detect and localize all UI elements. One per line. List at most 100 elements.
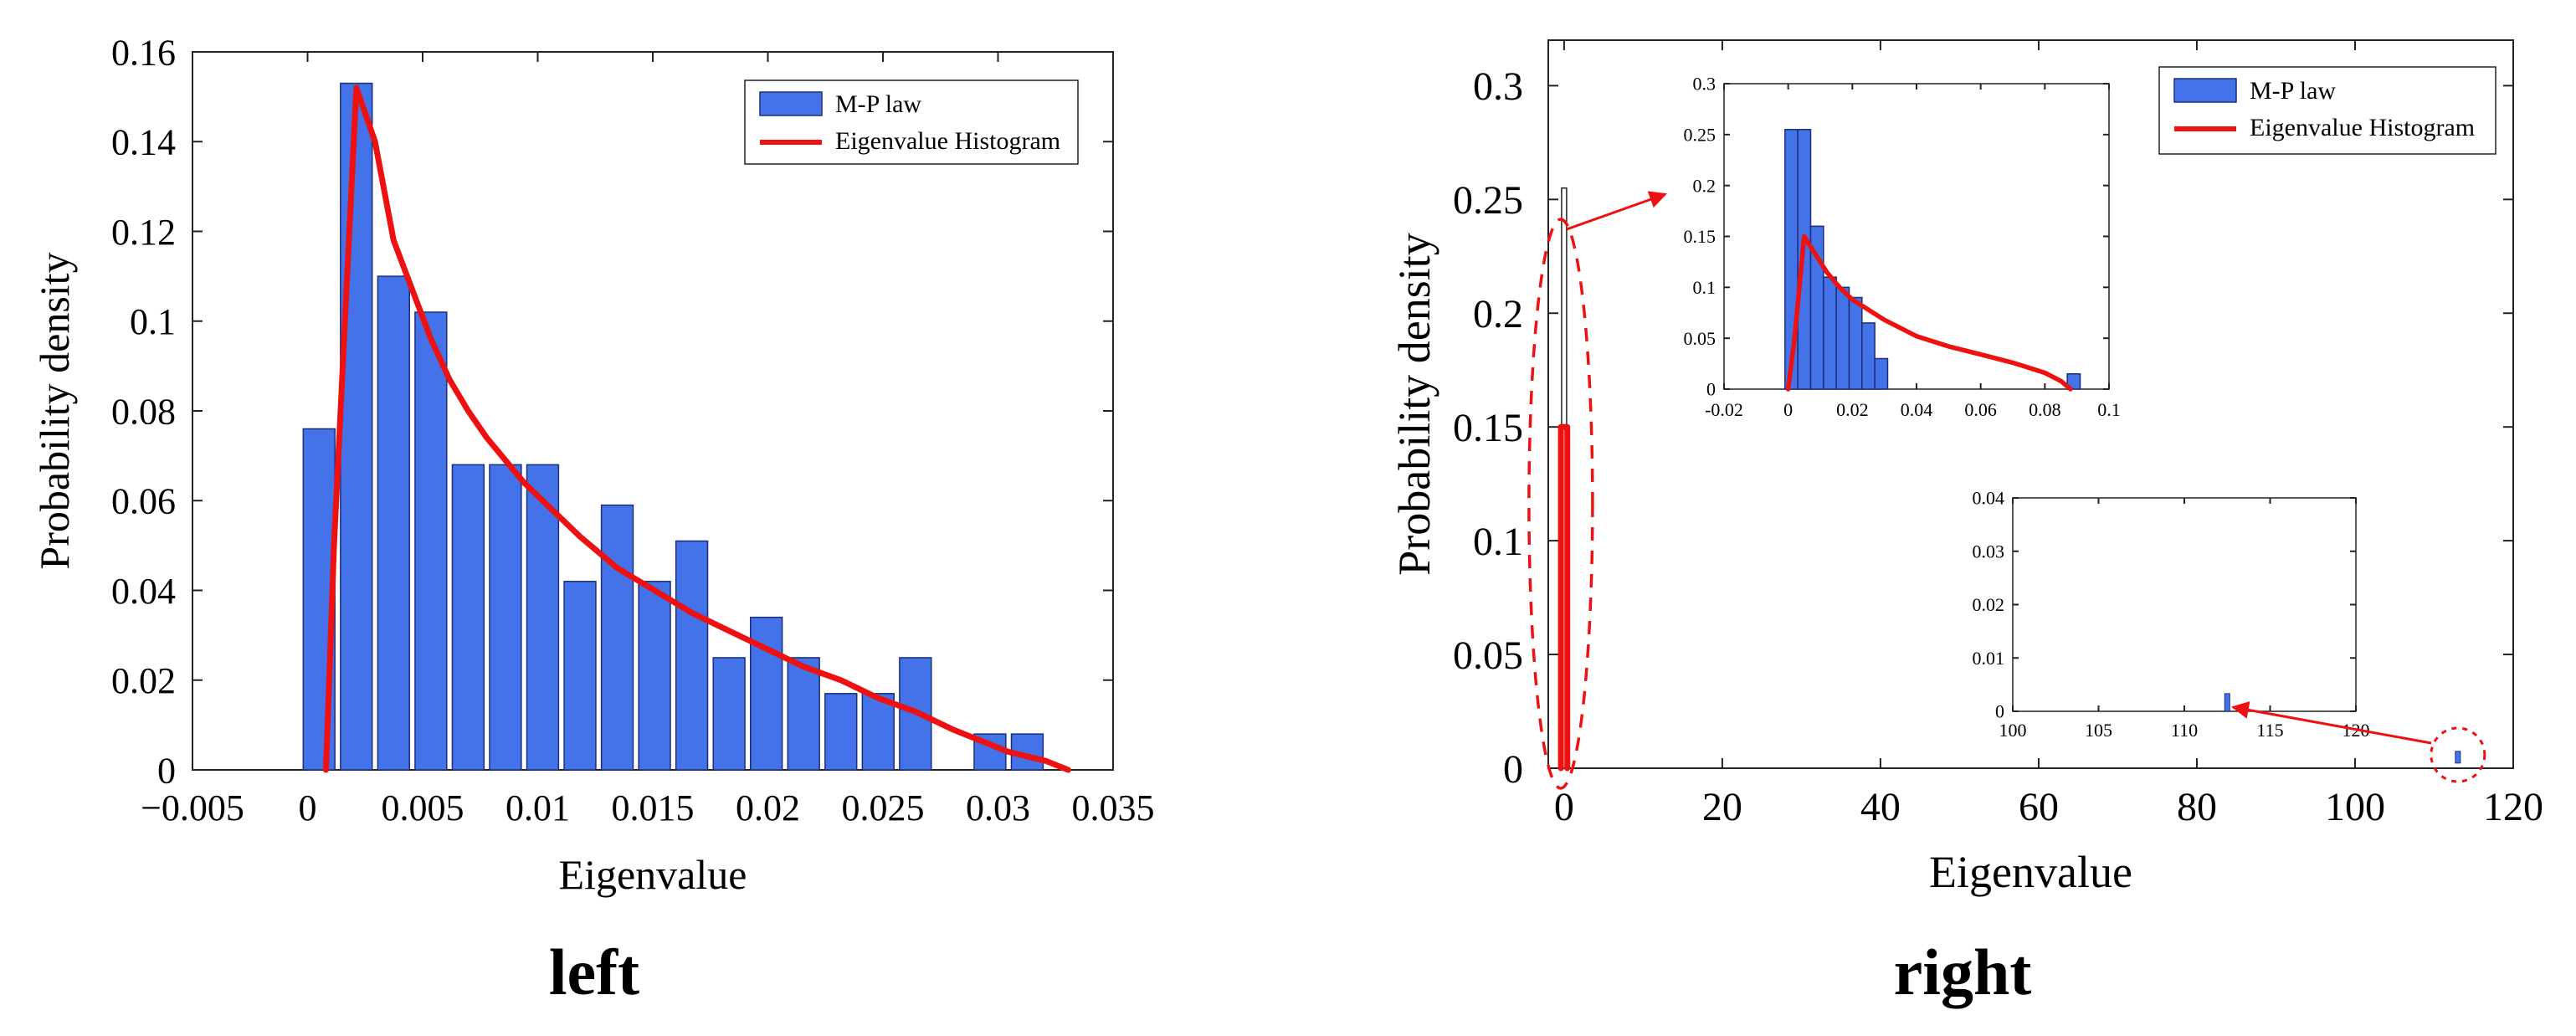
inset2-x-tick-label: 100 (1999, 720, 2027, 741)
left-x-tick-label: 0.005 (382, 787, 464, 828)
right-y-tick-label: 0.2 (1473, 292, 1523, 336)
left-x-tick-label: 0.01 (505, 787, 570, 828)
left-y-tick-label: 0.04 (111, 571, 176, 612)
inset2-background (2013, 498, 2356, 711)
inset1-x-tick-label: 0.08 (2029, 399, 2061, 420)
left-chart: −0.005 0 0.005 0.01 0.015 0.02 0.025 0.03 0.0350… (31, 32, 1155, 1008)
inset2-y-tick-label: 0.01 (1973, 648, 2005, 669)
left-bar (340, 82, 373, 771)
right-x-tick-label: 120 (2483, 785, 2543, 829)
inset1-bar (1874, 357, 1889, 390)
inset1-y-tick-label: 0.25 (1684, 125, 1716, 146)
inset1-bar (2066, 373, 2081, 390)
left-bar (414, 311, 448, 771)
left-bar (712, 657, 746, 771)
inset2-x-tick-label: 105 (2085, 720, 2112, 741)
left-y-tick-label: 0.08 (111, 391, 176, 432)
inset1-x-tick-label: 0.04 (1901, 399, 1933, 420)
inset1-line-series (1785, 233, 2073, 392)
left-y-tick-label: 0.14 (111, 122, 176, 163)
outlier-highlight-circle (2430, 726, 2486, 783)
right-legend-swatch-bar (2173, 78, 2237, 103)
zoom-region-ellipse (1527, 218, 1594, 790)
left-bar (675, 540, 709, 771)
left-x-tick-label: 0.015 (612, 787, 695, 828)
left-line-series (323, 85, 1071, 773)
inset2-y-tick-label: 0.03 (1973, 541, 2005, 562)
left-y-tick-label: 0 (157, 750, 176, 791)
left-x-tick-label: 0.02 (736, 787, 800, 828)
left-y-tick-label: 0.1 (130, 301, 176, 342)
right-x-tick-label: 100 (2325, 785, 2385, 829)
left-bar (377, 275, 411, 771)
right-y-tick-label: 0 (1503, 747, 1523, 792)
inset1-x-tick-label: 0.1 (2097, 399, 2121, 420)
right-legend-label-line: Eigenvalue Histogram (2250, 114, 2475, 141)
right-line-series (1557, 423, 1571, 772)
right-x-tick-label: 20 (1702, 785, 1742, 829)
left-legend-label-bar: M-P law (835, 90, 921, 118)
left-y-tick-label: 0.16 (111, 32, 176, 73)
right-bar (2455, 751, 2461, 764)
right-plot-frame (1547, 39, 2514, 769)
left-x-tick-label: 0.025 (842, 787, 925, 828)
left-x-tick-label: 0.035 (1072, 787, 1155, 828)
left-y-tick-label: 0.02 (111, 660, 176, 701)
left-bar (489, 464, 522, 771)
right-y-tick-label: 0.05 (1453, 633, 1523, 678)
inset1-y-tick-label: 0.3 (1693, 74, 1716, 95)
left-y-tick-label: 0.12 (111, 212, 176, 253)
right-chart: 0 20 40 60 80 100 120 0 0.05 0.1 0.15 0.2 0.25 0.3 Eig… (1389, 39, 2543, 1008)
inset2-y-tick-label: 0 (1995, 701, 2004, 722)
zoom-arrow-near-zero (1566, 191, 1667, 231)
inset1-x-tick-label: 0.06 (1964, 399, 1997, 420)
inset2-x-tick-label: 115 (2256, 720, 2283, 741)
left-x-tick-label: −0.005 (141, 787, 244, 828)
right-y-tick-label: 0.3 (1473, 64, 1523, 109)
left-legend-label-line: Eigenvalue Histogram (835, 127, 1060, 155)
right-x-tick-label: 80 (2177, 785, 2217, 829)
inset1-y-tick-label: 0 (1706, 379, 1716, 400)
left-y-tick-label: 0.06 (111, 481, 176, 522)
inset2-bar (2224, 693, 2230, 712)
right-y-axis-label: Probability density (1389, 233, 1439, 575)
left-legend-swatch-bar (759, 91, 823, 116)
inset1-bar (1848, 296, 1863, 390)
inset1-y-tick-label: 0.15 (1684, 226, 1716, 247)
left-x-axis-label: Eigenvalue (559, 851, 747, 898)
inset1-y-tick-label: 0.1 (1693, 277, 1716, 298)
left-bar (563, 581, 597, 771)
inset1-x-tick-label: 0 (1783, 399, 1793, 420)
left-bar (600, 504, 634, 771)
left-bar (787, 657, 820, 771)
inset2-y-tick-label: 0.02 (1973, 594, 2005, 615)
inset1-bar (1861, 322, 1876, 390)
right-y-tick-label: 0.25 (1453, 178, 1523, 223)
right-panel-caption: right (1894, 936, 2032, 1008)
inset2-y-tick-label: 0.04 (1973, 488, 2005, 509)
left-bar (451, 464, 485, 771)
left-x-tick-label: 0 (299, 787, 317, 828)
inset1-x-tick-label: 0.02 (1836, 399, 1869, 420)
left-bar (861, 693, 895, 771)
right-legend-label-bar: M-P law (2250, 77, 2336, 105)
inset2-x-tick-label: 110 (2171, 720, 2198, 741)
left-bar (638, 581, 671, 771)
inset1-bar (1835, 286, 1850, 390)
right-x-axis-label: Eigenvalue (1929, 847, 2132, 897)
inset1-x-tick-label: -0.02 (1705, 399, 1743, 420)
zoom-arrow-outlier (2230, 701, 2432, 745)
left-y-axis-label: Probability density (31, 252, 78, 569)
left-bar (526, 464, 560, 771)
right-x-tick-label: 0 (1554, 785, 1574, 829)
right-x-tick-label: 40 (1860, 785, 1901, 829)
right-y-tick-label: 0.15 (1453, 406, 1523, 450)
right-x-tick-label: 60 (2019, 785, 2059, 829)
right-y-tick-label: 0.1 (1473, 520, 1523, 564)
inset1-bar (1823, 276, 1837, 390)
inset1-y-tick-label: 0.2 (1693, 175, 1716, 196)
left-x-tick-label: 0.03 (966, 787, 1030, 828)
inset1-y-tick-label: 0.05 (1684, 328, 1716, 349)
